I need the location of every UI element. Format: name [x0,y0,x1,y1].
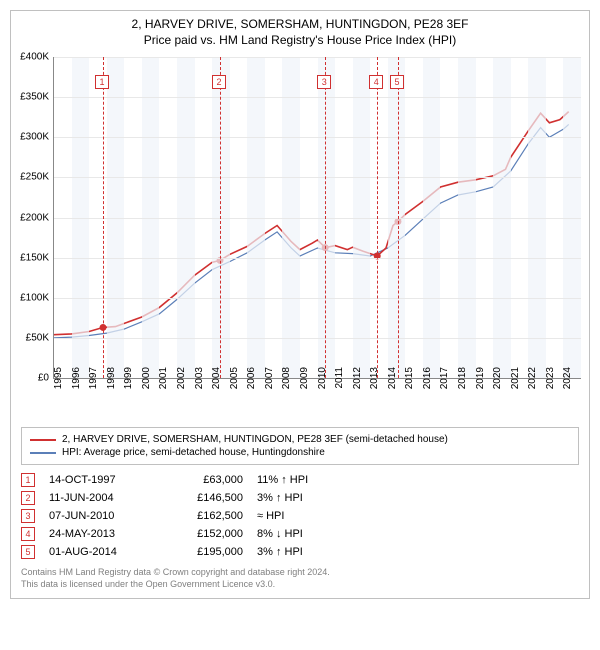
transaction-row: 2 11-JUN-2004 £146,500 3% ↑ HPI [21,491,579,505]
transaction-date: 11-JUN-2004 [49,492,149,504]
chart-marker: 1 [95,75,109,89]
transaction-marker: 3 [21,509,35,523]
transaction-diff: 3% ↑ HPI [257,492,579,504]
legend-row-property: 2, HARVEY DRIVE, SOMERSHAM, HUNTINGDON, … [30,434,570,445]
plot-area [53,57,581,379]
transaction-price: £162,500 [163,510,243,522]
chart-subtitle: Price paid vs. HM Land Registry's House … [15,33,585,47]
transaction-row: 5 01-AUG-2014 £195,000 3% ↑ HPI [21,545,579,559]
transaction-date: 14-OCT-1997 [49,474,149,486]
y-tick-label: £200K [11,212,49,223]
y-tick-label: £50K [11,332,49,343]
y-tick-label: £100K [11,292,49,303]
chart-marker: 5 [390,75,404,89]
transaction-price: £63,000 [163,474,243,486]
footer-line-2: This data is licensed under the Open Gov… [21,579,579,591]
swatch-property [30,439,56,441]
transaction-diff: 8% ↓ HPI [257,528,579,540]
chart-marker: 2 [212,75,226,89]
transaction-date: 01-AUG-2014 [49,546,149,558]
footer: Contains HM Land Registry data © Crown c… [21,567,579,590]
y-tick-label: £150K [11,252,49,263]
transaction-marker: 2 [21,491,35,505]
legend-label-property: 2, HARVEY DRIVE, SOMERSHAM, HUNTINGDON, … [62,434,448,445]
legend-label-hpi: HPI: Average price, semi-detached house,… [62,447,325,458]
transaction-marker: 1 [21,473,35,487]
y-tick-label: £250K [11,172,49,183]
legend-row-hpi: HPI: Average price, semi-detached house,… [30,447,570,458]
transaction-row: 1 14-OCT-1997 £63,000 11% ↑ HPI [21,473,579,487]
transaction-price: £195,000 [163,546,243,558]
transaction-price: £152,000 [163,528,243,540]
title-block: 2, HARVEY DRIVE, SOMERSHAM, HUNTINGDON, … [11,11,589,51]
address-title: 2, HARVEY DRIVE, SOMERSHAM, HUNTINGDON, … [15,17,585,31]
chart-marker: 4 [369,75,383,89]
transaction-marker: 5 [21,545,35,559]
transaction-marker: 4 [21,527,35,541]
transactions-table: 1 14-OCT-1997 £63,000 11% ↑ HPI 2 11-JUN-2004… [21,473,579,559]
transaction-row: 3 07-JUN-2010 £162,500 ≈ HPI [21,509,579,523]
transaction-diff: 3% ↑ HPI [257,546,579,558]
chart-card: 2, HARVEY DRIVE, SOMERSHAM, HUNTINGDON, … [10,10,590,599]
transaction-date: 07-JUN-2010 [49,510,149,522]
swatch-hpi [30,452,56,454]
y-tick-label: £350K [11,92,49,103]
transaction-diff: ≈ HPI [257,510,579,522]
transaction-price: £146,500 [163,492,243,504]
chart-marker: 3 [317,75,331,89]
transaction-diff: 11% ↑ HPI [257,474,579,486]
transaction-row: 4 24-MAY-2013 £152,000 8% ↓ HPI [21,527,579,541]
footer-line-1: Contains HM Land Registry data © Crown c… [21,567,579,579]
chart-zone: £0 £50K £100K £150K £200K £250K £300K £350K £400… [11,51,589,421]
y-tick-label: £300K [11,132,49,143]
y-tick-label: £400K [11,52,49,63]
y-tick-label: £0 [11,373,49,384]
legend: 2, HARVEY DRIVE, SOMERSHAM, HUNTINGDON, … [21,427,579,465]
x-tick-label: 2024 [562,367,600,397]
transaction-date: 24-MAY-2013 [49,528,149,540]
